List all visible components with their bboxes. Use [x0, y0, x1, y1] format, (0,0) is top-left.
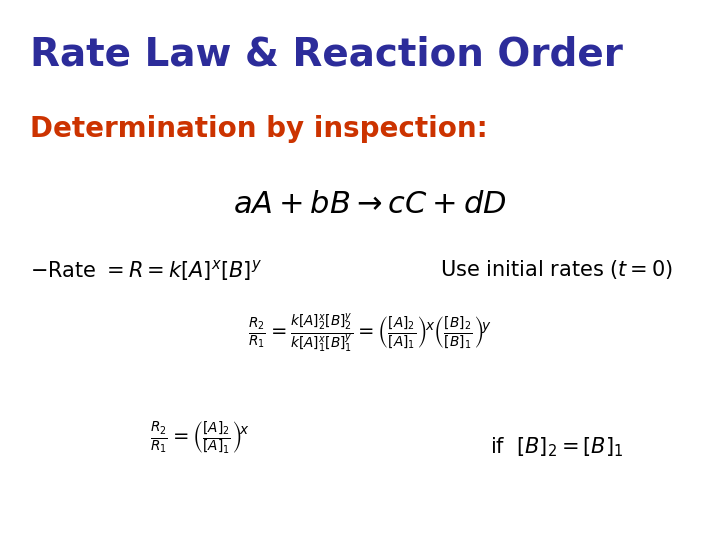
Text: if  $[B]_2 = [B]_1$: if $[B]_2 = [B]_1$ [490, 435, 624, 458]
Text: $\frac{R_2}{R_1} = \left(\frac{[A]_2}{[A]_1}\right)^{\!x}$: $\frac{R_2}{R_1} = \left(\frac{[A]_2}{[A… [150, 420, 250, 456]
Text: Rate Law & Reaction Order: Rate Law & Reaction Order [30, 35, 623, 73]
Text: Determination by inspection:: Determination by inspection: [30, 115, 487, 143]
Text: $\frac{R_2}{R_1} = \frac{k[A]_2^x[B]_2^y}{k[A]_1^x[B]_1^y} = \left(\frac{[A]_2}{: $\frac{R_2}{R_1} = \frac{k[A]_2^x[B]_2^y… [248, 312, 492, 355]
Text: $-$Rate $= R = k[A]^x[B]^y$: $-$Rate $= R = k[A]^x[B]^y$ [30, 258, 262, 283]
Text: Use initial rates $(t = 0)$: Use initial rates $(t = 0)$ [440, 258, 673, 281]
Text: $aA + bB \rightarrow  cC + dD$: $aA + bB \rightarrow cC + dD$ [233, 190, 507, 219]
